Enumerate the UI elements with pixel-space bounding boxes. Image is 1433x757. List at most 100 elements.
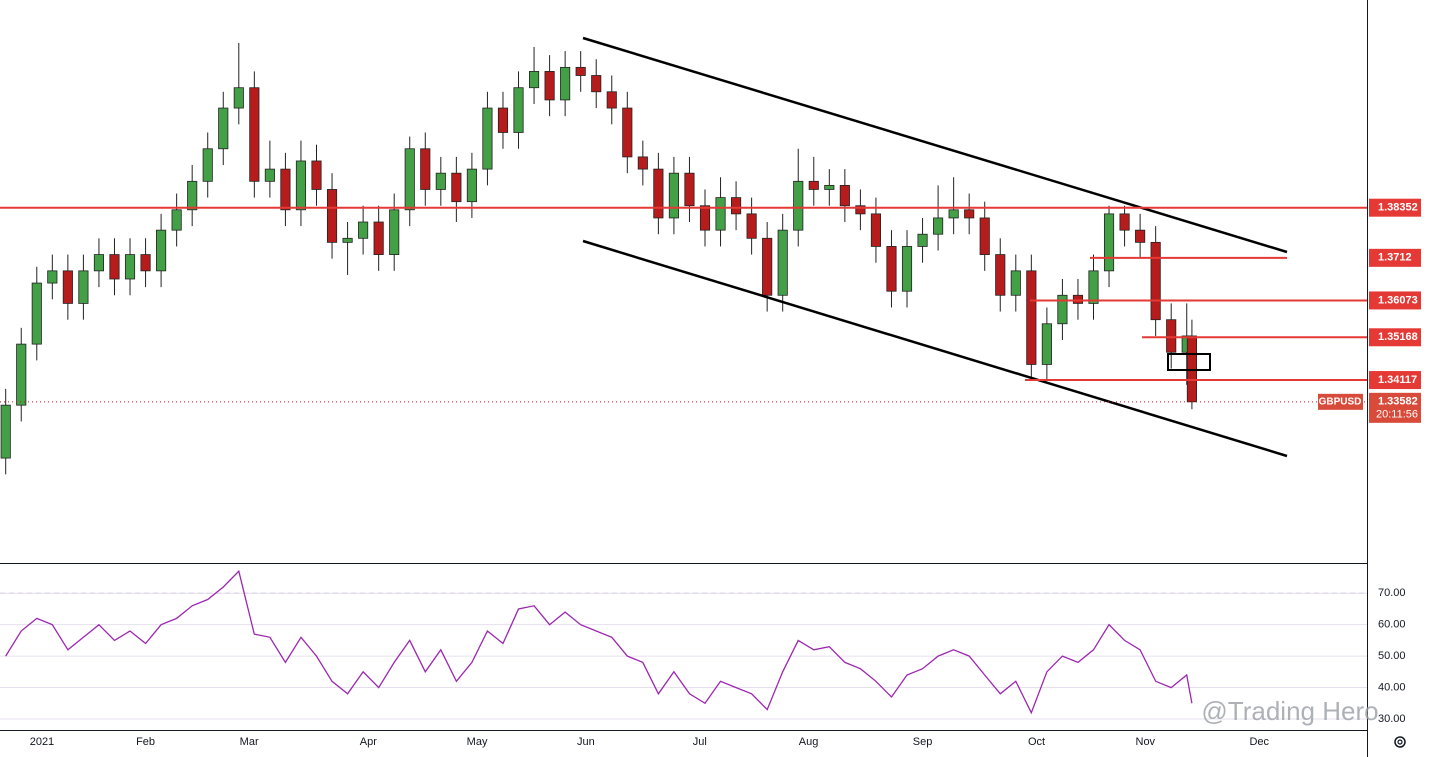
last-price-label: 1.33582	[1378, 396, 1418, 408]
candle-body	[560, 66, 571, 101]
x-tick-label: Apr	[360, 736, 377, 748]
last-price-bg	[1369, 392, 1421, 423]
candle-body	[326, 189, 338, 243]
x-tick-label: Aug	[799, 736, 819, 748]
gear-center[interactable]	[1397, 739, 1403, 745]
candle-body	[0, 404, 11, 459]
candle-body	[264, 168, 275, 182]
candle-body	[684, 172, 695, 207]
y-tick-label: 60.00	[1378, 619, 1406, 631]
candle-body	[233, 87, 244, 109]
candle-body	[606, 91, 617, 109]
channel-upper	[582, 36, 1288, 254]
candle-body	[777, 229, 788, 296]
y-tick-label: 50.00	[1378, 650, 1406, 662]
candle-body	[933, 217, 944, 235]
level-label: 1.35168	[1378, 331, 1418, 343]
level-label: 1.38352	[1378, 202, 1418, 214]
candle-body	[1026, 270, 1037, 365]
level-label: 1.3712	[1378, 252, 1412, 264]
candle-body	[31, 282, 42, 345]
candle-body	[1119, 213, 1130, 231]
candle-body	[901, 246, 913, 292]
watermark: @Trading Hero	[1201, 696, 1378, 726]
candle-body	[886, 246, 897, 292]
x-tick-label: Feb	[136, 736, 155, 748]
candle-body	[528, 71, 540, 89]
candle-body	[311, 160, 322, 190]
settings-icon[interactable]	[1394, 736, 1406, 748]
candle-body	[373, 221, 384, 255]
candle-body	[715, 197, 726, 231]
candle-body	[16, 343, 27, 406]
highlight-box	[1167, 353, 1211, 371]
gear[interactable]	[1394, 736, 1406, 748]
rsi-line	[5, 569, 1193, 715]
candle-body	[187, 180, 198, 211]
countdown-label: 20:11:56	[1376, 409, 1418, 421]
y-tick-label: 30.00	[1378, 713, 1406, 725]
x-tick-label: Jun	[577, 736, 595, 748]
candle-body	[591, 75, 602, 93]
candle-body	[1150, 241, 1161, 321]
candle-body	[109, 254, 120, 280]
candle-body	[202, 148, 213, 182]
level-label-bg	[1369, 198, 1421, 217]
y-tick-label: 70.00	[1378, 587, 1406, 599]
level-label: 1.34117	[1378, 374, 1417, 386]
candle-body	[1186, 335, 1197, 403]
candle-body	[156, 229, 167, 272]
candle-body	[497, 107, 509, 133]
level-label-bg	[1369, 371, 1421, 390]
candle-body	[1010, 270, 1021, 296]
candle-body	[466, 168, 477, 203]
candle-body	[793, 180, 804, 231]
candle-body	[746, 213, 757, 239]
candle-body	[762, 237, 773, 296]
candle-body	[47, 270, 58, 284]
level-label-bg	[1369, 328, 1421, 347]
candle-body	[482, 107, 493, 170]
candle-body	[358, 221, 369, 239]
candle-body	[964, 209, 975, 219]
level-label-bg	[1369, 248, 1421, 267]
overlay-layer: 2021 Feb Mar Apr May Jun Jul Aug Sep Oct Nov Dec 1.3…	[0, 198, 1421, 748]
candle-body	[1057, 294, 1068, 325]
candle-body	[637, 156, 648, 170]
candle-body	[420, 148, 431, 190]
x-tick-label: Jul	[693, 736, 707, 748]
candle-body	[544, 71, 555, 101]
symbol-label-bg	[1318, 393, 1363, 410]
candle-body	[451, 172, 462, 203]
candle-body	[979, 217, 990, 255]
candle-body	[1088, 270, 1099, 304]
candle-body	[839, 184, 850, 207]
x-tick-label: 2021	[30, 736, 54, 748]
candle-body	[870, 213, 881, 247]
candle-body	[731, 197, 742, 215]
x-tick-label: Nov	[1136, 736, 1156, 748]
symbol-label: GBPUSD	[1319, 396, 1362, 407]
candle-body	[1103, 213, 1115, 272]
x-tick-label: Sep	[913, 736, 933, 748]
candle-body	[668, 172, 679, 219]
candle-body	[653, 168, 664, 219]
candle-body	[917, 233, 928, 247]
y-tick-label: 40.00	[1378, 681, 1406, 693]
candle-body	[404, 148, 415, 211]
candle-body	[280, 168, 291, 211]
candle-body	[1135, 229, 1146, 243]
candle-body	[1041, 323, 1052, 365]
candle-body	[575, 66, 586, 76]
candle-body	[124, 254, 136, 280]
x-tick-label: Dec	[1249, 736, 1269, 748]
candle-body	[435, 172, 446, 190]
candle-body	[389, 209, 400, 255]
candle-body	[62, 270, 73, 304]
marks-layer	[0, 42, 1197, 715]
candle-body	[513, 87, 524, 133]
level-label: 1.36073	[1378, 294, 1418, 306]
